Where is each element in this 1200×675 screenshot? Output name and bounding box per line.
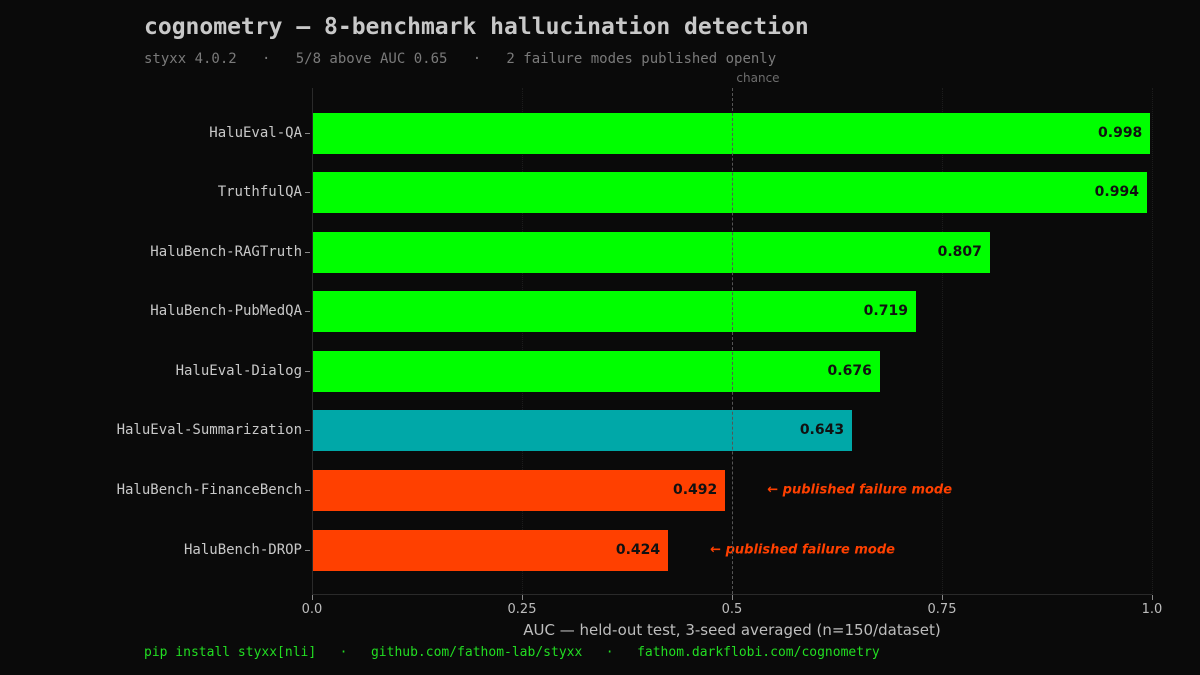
y-tick-label: HaluBench-FinanceBench <box>116 482 302 498</box>
y-axis-spine <box>312 88 313 594</box>
bar-value-label: 0.676 <box>827 363 872 379</box>
x-axis-spine <box>312 594 1152 595</box>
failure-mode-annotation: ← published failure mode <box>710 542 895 558</box>
y-tick <box>305 550 310 551</box>
x-tick-label: 0.75 <box>927 602 957 617</box>
x-tick <box>942 595 943 600</box>
bar: 0.492 <box>312 469 726 511</box>
footer-links: pip install styxx[nli] · github.com/fath… <box>144 645 880 660</box>
bar: 0.676 <box>312 350 880 392</box>
grid-line <box>522 88 523 594</box>
y-tick <box>305 490 310 491</box>
x-tick-label: 0.5 <box>721 602 743 617</box>
y-tick-label: HaluBench-DROP <box>183 542 302 558</box>
y-tick <box>305 252 310 253</box>
x-tick <box>732 595 733 600</box>
bar: 0.994 <box>312 171 1147 213</box>
bar: 0.424 <box>312 529 669 571</box>
chance-reference-line <box>732 88 733 594</box>
y-tick-label: HaluBench-RAGTruth <box>150 244 302 260</box>
bar: 0.998 <box>312 112 1151 154</box>
bar-value-label: 0.807 <box>937 244 982 260</box>
failure-mode-annotation: ← published failure mode <box>767 482 953 498</box>
chart-subtitle: styxx 4.0.2 · 5/8 above AUC 0.65 · 2 fai… <box>144 51 777 67</box>
y-tick-label: TruthfulQA <box>217 184 302 200</box>
chance-label: chance <box>736 71 780 85</box>
y-tick <box>305 133 310 134</box>
grid-line <box>1152 88 1153 594</box>
y-tick <box>305 430 310 431</box>
bar-value-label: 0.492 <box>672 482 718 498</box>
x-tick <box>1152 595 1153 600</box>
bar-value-label: 0.994 <box>1094 184 1139 200</box>
bar-value-label: 0.998 <box>1098 125 1143 141</box>
bar: 0.807 <box>312 231 990 273</box>
y-tick-label: HaluEval-QA <box>209 125 302 141</box>
grid-line <box>942 88 943 594</box>
y-tick-label: HaluEval-Summarization <box>116 422 302 438</box>
plot-area: 0.998 0.994 0.807 0.719 0.676 0.643 0.492 ← pub… <box>312 88 1153 594</box>
x-tick-label: 0.25 <box>507 602 537 617</box>
bar-value-label: 0.424 <box>615 542 661 558</box>
y-tick <box>305 311 310 312</box>
x-tick <box>522 595 523 600</box>
x-tick-label: 0.0 <box>301 602 323 617</box>
chart-title: cognometry — 8-benchmark hallucination d… <box>144 14 809 40</box>
x-tick <box>312 595 313 600</box>
bar-value-label: 0.719 <box>863 303 908 319</box>
y-tick <box>305 192 310 193</box>
bar: 0.643 <box>312 409 853 451</box>
x-axis-label: AUC — held-out test, 3-seed averaged (n=… <box>523 621 941 639</box>
bar-value-label: 0.643 <box>799 422 845 438</box>
x-tick-label: 1.0 <box>1141 602 1163 617</box>
y-tick <box>305 371 310 372</box>
y-tick-label: HaluEval-Dialog <box>175 363 302 379</box>
bar: 0.719 <box>312 290 916 332</box>
y-tick-label: HaluBench-PubMedQA <box>150 303 302 319</box>
